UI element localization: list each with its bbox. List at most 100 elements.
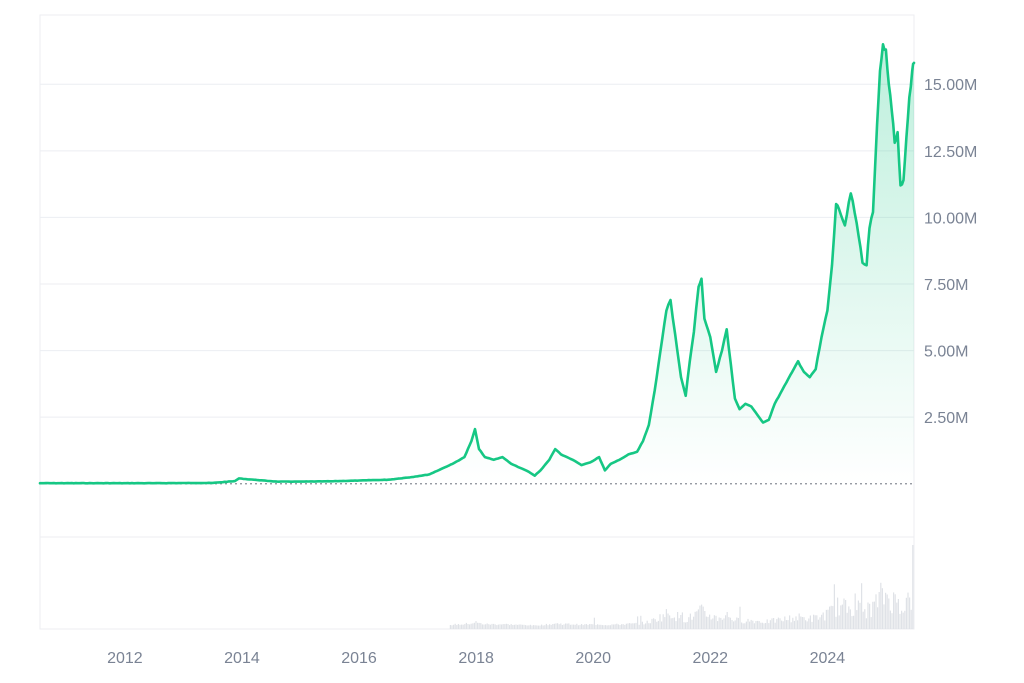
volume-bar: [832, 606, 834, 629]
volume-bar: [696, 611, 698, 629]
volume-bar: [843, 598, 845, 629]
volume-bar: [752, 620, 754, 629]
volume-bar: [872, 601, 874, 629]
volume-bar: [664, 617, 666, 629]
volume-bar: [909, 597, 911, 629]
volume-bar: [886, 594, 888, 629]
volume-bar: [451, 625, 453, 629]
volume-bar: [485, 624, 487, 629]
volume-bar: [750, 619, 752, 629]
volume-bar: [505, 623, 507, 629]
x-tick-label: 2022: [692, 650, 728, 667]
y-tick-label: 5.00M: [924, 344, 968, 361]
volume-bar: [619, 625, 621, 629]
volume-bar: [598, 624, 600, 629]
volume-bar: [776, 619, 778, 629]
volume-bar: [902, 612, 904, 629]
volume-bar: [541, 624, 543, 629]
volume-bar: [595, 625, 597, 629]
volume-bar: [787, 620, 789, 629]
volume-bar: [798, 613, 800, 629]
volume-bar: [808, 618, 810, 629]
volume-bar: [501, 624, 503, 629]
volume-bar: [688, 617, 690, 629]
volume-bar: [478, 622, 480, 629]
volume-bar: [456, 625, 458, 629]
volume-bar: [859, 602, 861, 629]
volume-bar: [819, 617, 821, 629]
volume-bar: [736, 617, 738, 629]
x-tick-label: 2012: [107, 650, 143, 667]
volume-bar: [605, 625, 607, 629]
volume-bar: [565, 623, 567, 629]
volume-bar: [513, 624, 515, 629]
volume-bar: [592, 624, 594, 629]
volume-bar: [880, 582, 882, 629]
volume-bar: [449, 625, 451, 629]
area-layer: [40, 44, 914, 484]
volume-bar: [587, 624, 589, 629]
volume-bar: [709, 614, 711, 629]
volume-bar: [673, 617, 675, 629]
volume-bar: [461, 624, 463, 629]
volume-bar: [613, 624, 615, 629]
volume-bar: [579, 624, 581, 629]
volume-bar: [459, 624, 461, 629]
volume-bar: [723, 618, 725, 629]
volume-bar: [453, 624, 455, 629]
volume-bar: [713, 615, 715, 629]
volume-bar: [656, 621, 658, 629]
volume-bar: [469, 624, 471, 629]
volume-bar: [523, 624, 525, 629]
volume-bar: [718, 617, 720, 629]
volume-bar: [622, 624, 624, 629]
volume-bar: [848, 606, 850, 629]
volume-bar: [864, 609, 866, 629]
volume-bar: [672, 618, 674, 629]
volume-bar: [544, 625, 546, 629]
volume-bar: [568, 623, 570, 629]
volume-bar: [749, 621, 751, 629]
volume-bar: [581, 624, 583, 629]
y-tick-label: 12.50M: [924, 144, 977, 161]
volume-bar: [582, 625, 584, 629]
volume-bar: [765, 623, 767, 629]
volume-bar: [525, 625, 527, 629]
volume-bar: [830, 605, 832, 629]
volume-bar: [462, 624, 464, 629]
volume-bar: [601, 625, 603, 629]
y-axis-labels: 2.50M 5.00M 7.50M 10.00M 12.50M 15.00M: [924, 77, 977, 427]
volume-bar: [640, 615, 642, 629]
volume-bar: [555, 623, 557, 629]
volume-bar: [603, 625, 605, 629]
volume-bar: [702, 606, 704, 629]
volume-bar: [691, 619, 693, 629]
volume-bar: [781, 620, 783, 629]
volume-bar: [467, 624, 469, 629]
price-area-fill: [40, 44, 914, 484]
volume-bar: [704, 611, 706, 629]
volume-bar: [689, 613, 691, 629]
volume-bar: [814, 615, 816, 629]
volume-bar: [493, 623, 495, 629]
volume-bar: [624, 624, 626, 629]
volume-bar: [499, 624, 501, 629]
volume-bar: [669, 615, 671, 629]
volume-bar: [849, 609, 851, 629]
plot-frame: [39, 14, 915, 630]
volume-bar: [840, 605, 842, 629]
volume-bar: [491, 623, 493, 629]
volume-bar: [825, 609, 827, 629]
y-tick-label: 10.00M: [924, 210, 977, 227]
volume-bar: [518, 624, 520, 629]
volume-bar: [833, 584, 835, 629]
volume-bar: [821, 614, 823, 629]
volume-bar: [515, 624, 517, 629]
volume-bar: [481, 624, 483, 629]
volume-bar: [517, 624, 519, 629]
volume-bar: [905, 597, 907, 629]
volume-bar: [512, 625, 514, 629]
volume-bar: [865, 618, 867, 629]
volume-bar: [614, 624, 616, 629]
